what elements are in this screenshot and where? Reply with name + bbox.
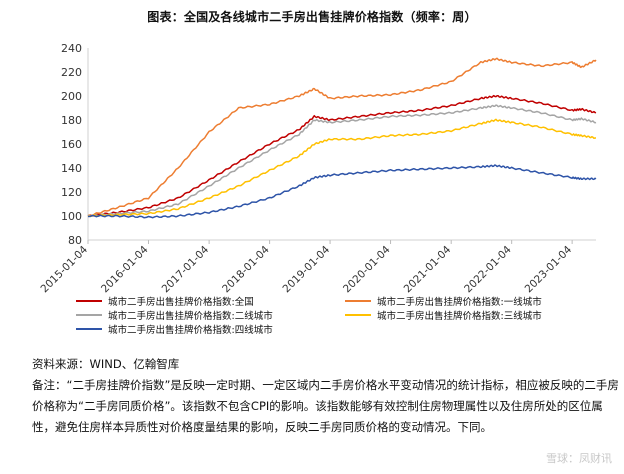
legend-swatch xyxy=(76,300,102,302)
series-line-1 xyxy=(87,94,597,217)
y-tick-label: 100 xyxy=(61,210,82,223)
series-line-5 xyxy=(87,164,597,219)
x-tick-label: 2021-01-04 xyxy=(402,243,454,295)
legend-item: 城市二手房出售挂牌价格指数:二线城市 xyxy=(76,308,273,322)
y-tick-label: 220 xyxy=(61,66,82,79)
legend-label: 城市二手房出售挂牌价格指数:一线城市 xyxy=(377,297,542,308)
series-line-3 xyxy=(87,104,597,217)
x-tick-label: 2019-01-04 xyxy=(281,243,333,295)
legend-item: 城市二手房出售挂牌价格指数:一线城市 xyxy=(345,294,542,308)
legend-swatch xyxy=(345,300,371,302)
legend-swatch xyxy=(76,328,102,330)
x-tick-label: 2016-01-04 xyxy=(99,243,151,295)
y-tick-label: 160 xyxy=(61,138,82,151)
chart-axes: 80 100 120 140 160 180 200 220 240 2015-01-04 2016… xyxy=(38,42,596,295)
legend-swatch xyxy=(76,314,102,316)
legend-label: 城市二手房出售挂牌价格指数:四线城市 xyxy=(108,325,273,336)
source-note: 资料来源：WIND、亿翰智库 xyxy=(32,357,180,371)
x-tick-label: 2020-01-04 xyxy=(341,243,393,295)
x-tick-label: 2023-01-04 xyxy=(523,243,575,295)
remark-note: 备注：“二手房挂牌价指数”是反映一定时期、一定区域内二手房价格水平变动情况的统计… xyxy=(32,378,619,434)
legend-label: 城市二手房出售挂牌价格指数:二线城市 xyxy=(108,311,273,322)
legend-item: 城市二手房出售挂牌价格指数:三线城市 xyxy=(345,308,542,322)
y-tick-label: 200 xyxy=(61,90,82,103)
footer-watermark: 雪球：凤财讯 xyxy=(546,452,612,465)
line-chart: 80 100 120 140 160 180 200 220 240 2015-01-04 2016… xyxy=(38,42,597,295)
y-tick-label: 140 xyxy=(61,162,82,175)
x-tick-label: 2017-01-04 xyxy=(160,243,212,295)
legend-swatch xyxy=(345,314,371,316)
y-tick-label: 180 xyxy=(61,114,82,127)
legend-item: 城市二手房出售挂牌价格指数:四线城市 xyxy=(76,322,273,336)
x-tick-label: 2022-01-04 xyxy=(462,243,514,295)
y-tick-label: 240 xyxy=(61,42,82,55)
chart-title: 图表：全国及各线城市二手房出售挂牌价格指数（频率：周） xyxy=(147,10,477,24)
x-tick-label: 2018-01-04 xyxy=(220,243,272,295)
x-tick-label: 2015-01-04 xyxy=(38,243,90,295)
legend-label: 城市二手房出售挂牌价格指数:三线城市 xyxy=(377,311,542,322)
y-tick-label: 80 xyxy=(68,234,82,247)
y-tick-label: 120 xyxy=(61,186,82,199)
series-line-4 xyxy=(87,118,596,218)
chart-series xyxy=(87,57,597,219)
series-line-2 xyxy=(87,57,597,217)
legend-label: 城市二手房出售挂牌价格指数:全国 xyxy=(108,297,254,308)
legend-item: 城市二手房出售挂牌价格指数:全国 xyxy=(76,294,254,308)
